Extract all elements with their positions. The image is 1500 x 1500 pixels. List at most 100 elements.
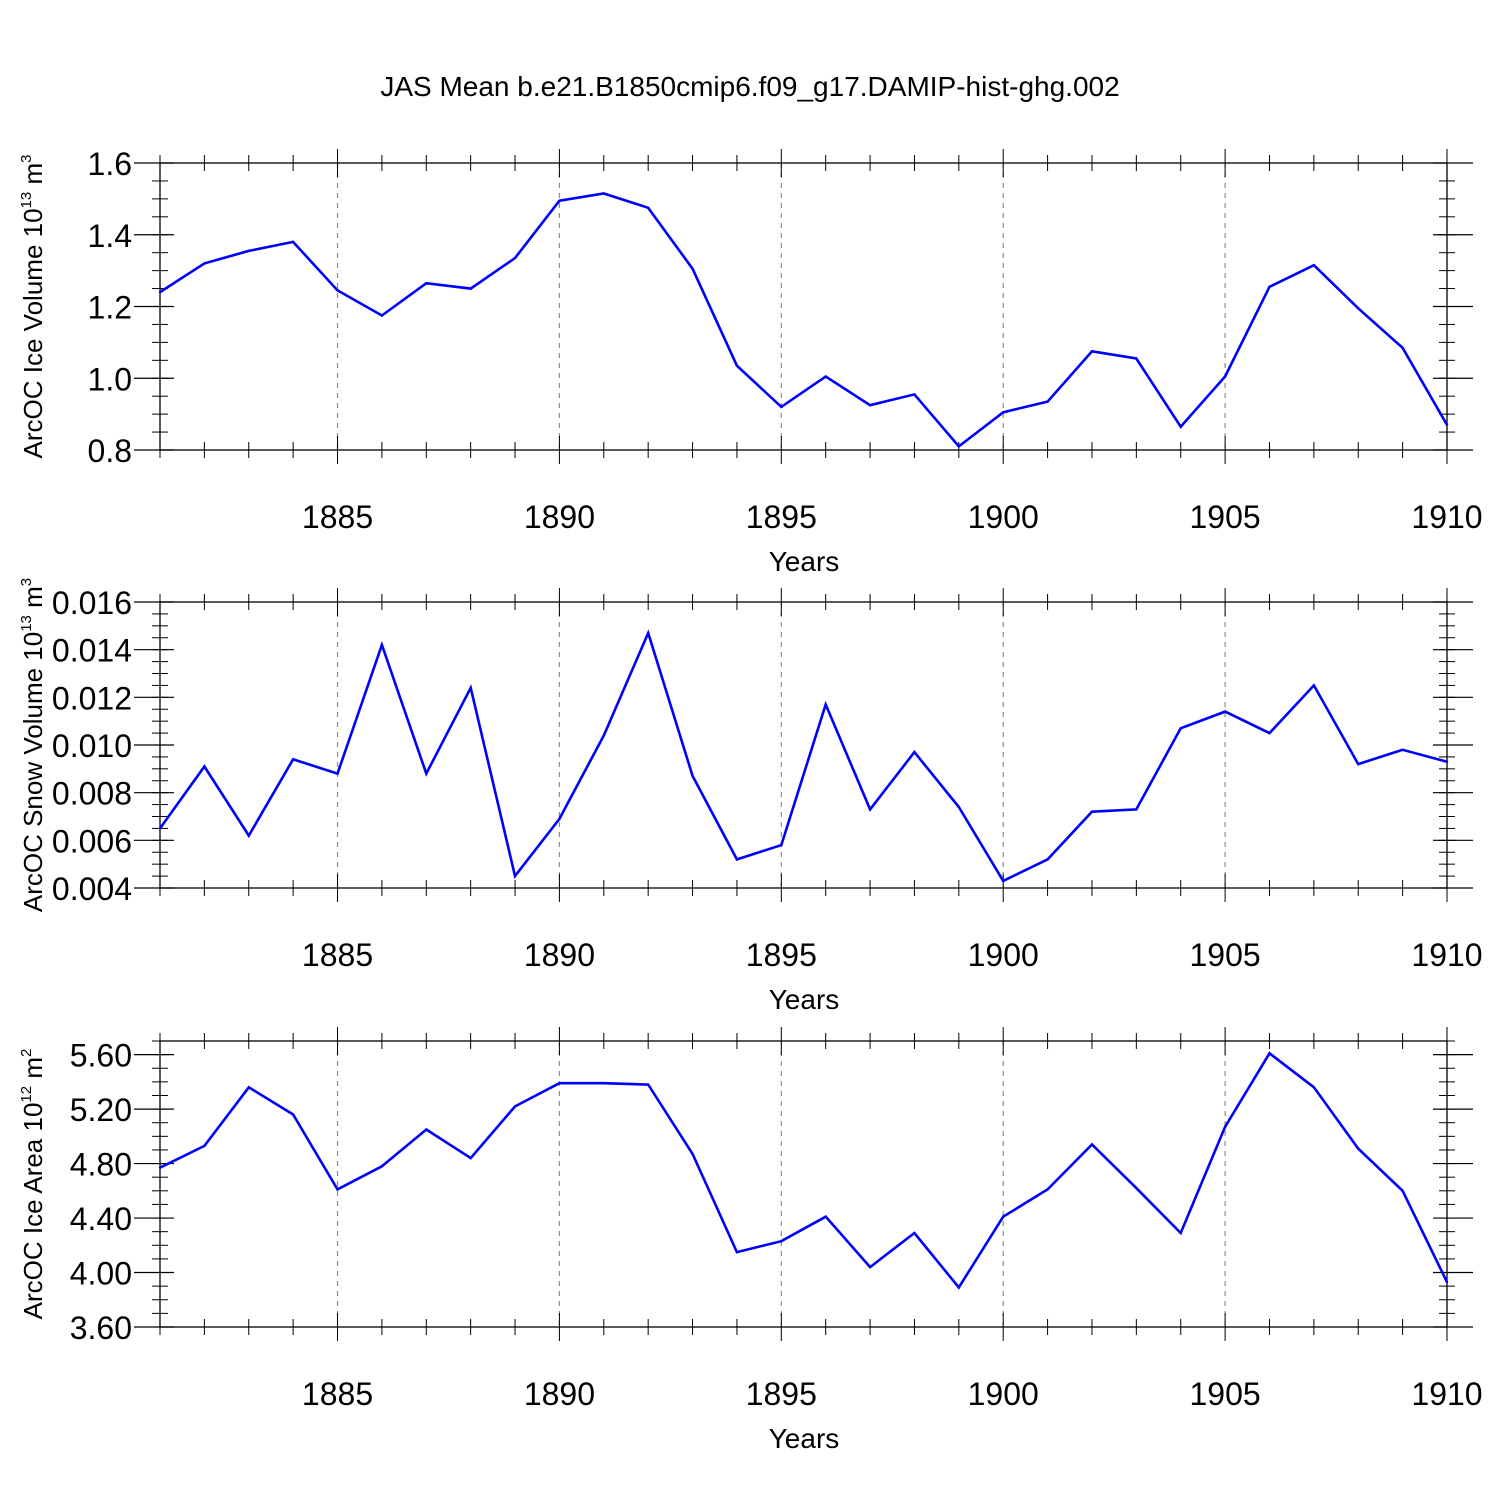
data-point xyxy=(1046,1188,1049,1191)
y-label-superscript: 13 xyxy=(18,615,35,632)
data-point xyxy=(291,1113,295,1116)
data-point xyxy=(1046,400,1049,403)
y-tick-label: 0.8 xyxy=(88,433,132,469)
data-point xyxy=(1179,425,1182,428)
data-point xyxy=(1312,264,1316,267)
data-point xyxy=(1223,710,1227,713)
y-label-text: ArcOC Snow Volume 10 xyxy=(18,632,48,912)
data-point xyxy=(336,1188,339,1191)
data-point xyxy=(469,686,472,689)
data-point xyxy=(602,1082,605,1085)
y-tick-label: 1.6 xyxy=(88,146,132,182)
data-point xyxy=(913,750,916,754)
data-point xyxy=(1223,375,1227,378)
x-tick-label: 1890 xyxy=(524,1376,595,1412)
x-tick-label: 1895 xyxy=(746,937,817,973)
y-tick-label: 5.20 xyxy=(70,1092,132,1128)
x-axis-label: Years xyxy=(769,546,840,577)
series-line xyxy=(159,192,1449,449)
data-point xyxy=(824,703,827,706)
data-point xyxy=(1179,727,1182,730)
data-point xyxy=(1268,285,1271,288)
data-point xyxy=(247,1086,250,1089)
data-point xyxy=(1090,350,1094,353)
plot-frame xyxy=(159,601,1448,889)
x-tick-label: 1895 xyxy=(746,1376,817,1412)
x-tick-label: 1910 xyxy=(1411,937,1482,973)
data-point xyxy=(513,1105,517,1108)
data-point xyxy=(558,1082,561,1085)
x-tick-label: 1905 xyxy=(1190,499,1261,535)
y-tick-label: 5.60 xyxy=(70,1038,132,1074)
data-point xyxy=(868,403,872,407)
data-point xyxy=(380,1165,384,1168)
data-point xyxy=(824,1215,827,1218)
data-point xyxy=(780,405,783,409)
data-point xyxy=(425,772,428,775)
data-point xyxy=(646,206,650,210)
data-point xyxy=(957,805,961,809)
data-point xyxy=(158,1166,162,1169)
data-point xyxy=(1002,879,1005,883)
panel-3: 3.60 4.00 4.40 4.80 5.20 5.60 1885 1890 1895 1900… xyxy=(18,1027,1483,1454)
data-point xyxy=(336,772,339,775)
data-point xyxy=(558,817,561,821)
y-tick-label: 0.008 xyxy=(52,776,132,812)
data-point xyxy=(247,249,250,253)
data-point xyxy=(1002,1215,1005,1218)
data-point xyxy=(425,1128,428,1131)
data-point xyxy=(558,199,561,202)
panel-1: 0.8 1.0 1.2 1.4 1.6 1885 1890 1895 1900 1905 1910 Y… xyxy=(18,146,1483,577)
data-point xyxy=(336,289,339,292)
data-point xyxy=(203,262,206,265)
y-tick-label: 0.012 xyxy=(52,680,132,716)
data-point xyxy=(602,734,605,737)
data-point xyxy=(1312,1086,1316,1089)
data-point xyxy=(1002,411,1005,414)
y-label-superscript: 3 xyxy=(18,578,35,586)
data-point xyxy=(1445,423,1449,427)
data-point xyxy=(1357,762,1360,766)
y-axis-label: ArcOC Ice Volume 1013 m3 xyxy=(18,155,48,459)
data-point xyxy=(1090,1143,1094,1146)
data-point xyxy=(247,834,250,837)
data-point xyxy=(380,314,384,317)
y-label-text: ArcOC Ice Volume 10 xyxy=(18,208,48,458)
y-axis-label: ArcOC Snow Volume 1013 m3 xyxy=(18,578,48,912)
data-point xyxy=(1401,346,1404,349)
plot-frame xyxy=(159,162,1448,451)
panel-2: 0.004 0.006 0.008 0.010 0.012 0.014 0.016 1885 1… xyxy=(18,578,1483,1015)
data-point xyxy=(1179,1231,1182,1235)
y-tick-label: 0.014 xyxy=(52,633,132,669)
series-line xyxy=(158,629,1448,883)
x-tick-label: 1885 xyxy=(302,1376,373,1412)
y-tick-label: 0.016 xyxy=(52,585,132,621)
y-label-superscript: 12 xyxy=(18,1086,35,1103)
y-label-text: ArcOC Ice Area 10 xyxy=(18,1103,48,1320)
data-point xyxy=(646,1083,650,1086)
chart-title: JAS Mean b.e21.B1850cmip6.f09_g17.DAMIP-… xyxy=(380,71,1119,102)
y-tick-label: 0.010 xyxy=(52,728,132,764)
data-point xyxy=(1401,748,1404,751)
series-line xyxy=(159,1051,1449,1290)
data-point xyxy=(957,445,961,448)
data-point xyxy=(380,643,384,647)
data-point xyxy=(646,631,650,635)
data-point xyxy=(425,281,428,285)
data-point xyxy=(469,287,472,290)
data-point xyxy=(1135,1186,1138,1190)
x-tick-label: 1910 xyxy=(1411,499,1482,535)
data-point xyxy=(291,240,295,244)
x-tick-label: 1890 xyxy=(524,937,595,973)
data-point xyxy=(1357,307,1360,310)
data-point xyxy=(513,256,517,260)
data-point xyxy=(913,393,916,396)
data-point xyxy=(1445,1280,1449,1284)
x-tick-label: 1895 xyxy=(746,499,817,535)
x-tick-label: 1885 xyxy=(302,937,373,973)
data-point xyxy=(1135,357,1138,360)
data-point xyxy=(957,1286,961,1289)
y-tick-label: 1.2 xyxy=(88,290,132,326)
data-point xyxy=(868,808,872,811)
x-tick-label: 1900 xyxy=(968,1376,1039,1412)
